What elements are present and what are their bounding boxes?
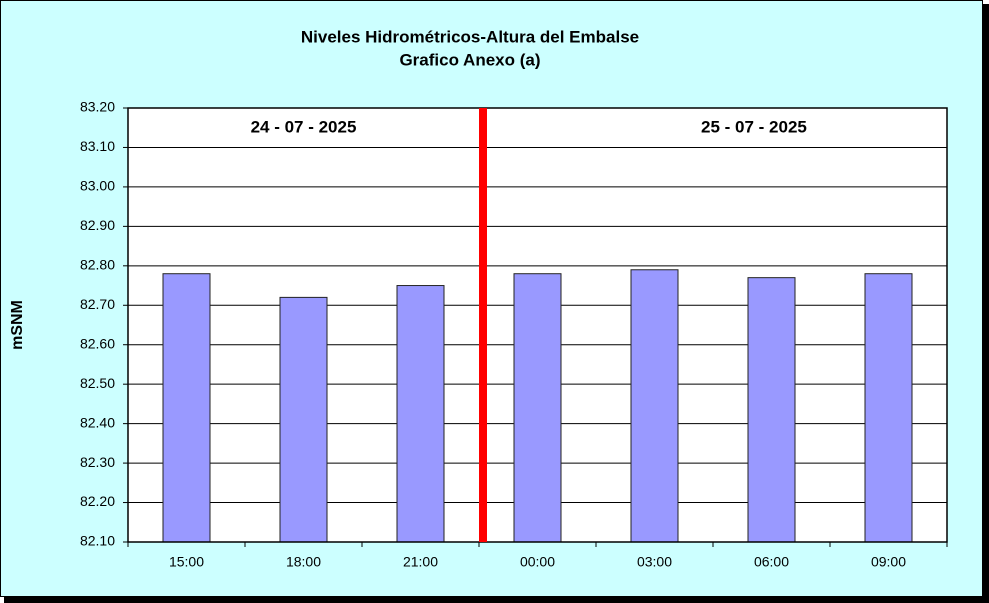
y-tick-label: 83.00 (80, 178, 115, 194)
y-tick-label: 82.60 (80, 335, 115, 351)
y-tick-label: 82.30 (80, 454, 115, 470)
bar (747, 277, 796, 543)
bar (630, 269, 679, 543)
date-annotation: 24 - 07 - 2025 (251, 117, 357, 136)
bar (864, 273, 913, 543)
x-tick-label: 03:00 (637, 554, 672, 570)
bar (162, 273, 211, 543)
y-axis-label: mSNM (9, 300, 26, 350)
x-tick-label: 21:00 (403, 554, 438, 570)
chart-title: Niveles Hidrométricos-Altura del Embalse (301, 27, 639, 46)
y-tick-label: 82.90 (80, 217, 115, 233)
x-tick-label: 15:00 (169, 554, 204, 570)
y-tick-label: 83.20 (80, 99, 115, 115)
x-tick-label: 09:00 (871, 554, 906, 570)
y-tick-label: 83.10 (80, 138, 115, 154)
y-tick-label: 82.40 (80, 414, 115, 430)
x-tick-label: 00:00 (520, 554, 555, 570)
y-tick-label: 82.20 (80, 493, 115, 509)
x-tick-label: 06:00 (754, 554, 789, 570)
y-tick-label: 82.10 (80, 533, 115, 549)
y-tick-label: 82.70 (80, 296, 115, 312)
bar (396, 285, 445, 543)
bar (279, 296, 328, 543)
x-tick-label: 18:00 (286, 554, 321, 570)
y-tick-label: 82.50 (80, 375, 115, 391)
plot-border (127, 107, 948, 543)
bar (513, 273, 562, 543)
date-annotation: 25 - 07 - 2025 (701, 117, 807, 136)
chart-subtitle: Grafico Anexo (a) (399, 50, 540, 69)
y-tick-label: 82.80 (80, 257, 115, 273)
